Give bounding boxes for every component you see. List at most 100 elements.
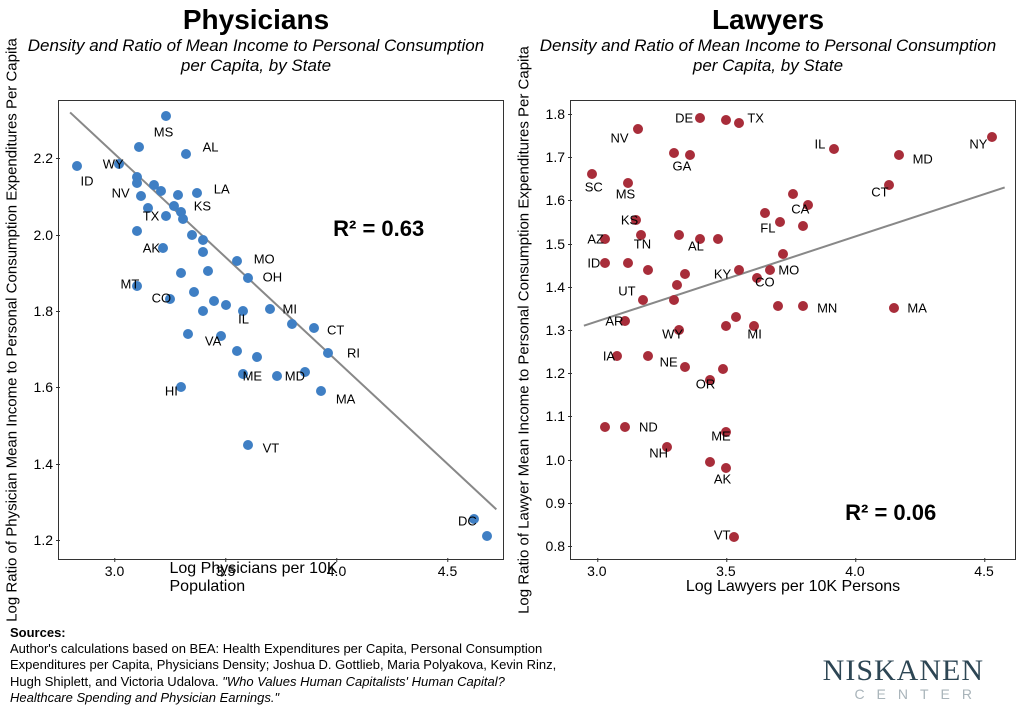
left-subtitle: Density and Ratio of Mean Income to Pers… bbox=[20, 36, 492, 77]
logo-big: NISKANEN bbox=[823, 654, 984, 688]
scatter-point bbox=[718, 364, 728, 374]
point-label: CT bbox=[327, 323, 344, 338]
x-tick: 3.5 bbox=[716, 559, 735, 579]
point-label: MO bbox=[254, 252, 275, 267]
sources-heading: Sources: bbox=[10, 625, 66, 640]
point-label: RI bbox=[347, 345, 360, 360]
scatter-point bbox=[187, 230, 197, 240]
scatter-point bbox=[287, 319, 297, 329]
point-label: MS bbox=[154, 124, 174, 139]
point-label: MO bbox=[778, 262, 799, 277]
scatter-point bbox=[181, 149, 191, 159]
scatter-point bbox=[243, 273, 253, 283]
scatter-point bbox=[72, 161, 82, 171]
point-label: CT bbox=[871, 184, 888, 199]
y-tick: 2.0 bbox=[34, 227, 59, 243]
scatter-point bbox=[161, 111, 171, 121]
niskanen-logo: NISKANEN CENTER bbox=[823, 654, 1014, 706]
scatter-point bbox=[192, 188, 202, 198]
scatter-point bbox=[987, 132, 997, 142]
x-tick: 4.0 bbox=[845, 559, 864, 579]
right-plot-area: R² = 0.06 0.80.91.01.11.21.31.41.51.61.7… bbox=[570, 100, 1016, 560]
footer: Sources: Author's calculations based on … bbox=[10, 625, 1014, 706]
point-label: CA bbox=[791, 202, 809, 217]
scatter-point bbox=[623, 258, 633, 268]
y-tick: 1.2 bbox=[546, 365, 571, 381]
scatter-point bbox=[643, 351, 653, 361]
point-label: MI bbox=[283, 302, 297, 317]
point-label: AZ bbox=[587, 232, 604, 247]
right-xlabel: Log Lawyers per 10K Persons bbox=[686, 578, 900, 596]
point-label: NE bbox=[660, 355, 678, 370]
point-label: OH bbox=[263, 269, 283, 284]
point-label: WY bbox=[103, 156, 124, 171]
right-title: Lawyers bbox=[512, 4, 1024, 36]
sources-text: Sources: Author's calculations based on … bbox=[10, 625, 570, 706]
point-label: IL bbox=[814, 137, 825, 152]
point-label: OR bbox=[696, 377, 716, 392]
point-label: NH bbox=[649, 446, 668, 461]
left-plot-wrap: Log Ratio of Physician Mean Income to Pe… bbox=[58, 100, 504, 560]
point-label: VT bbox=[714, 528, 731, 543]
x-tick: 3.0 bbox=[587, 559, 606, 579]
point-label: AL bbox=[688, 238, 704, 253]
scatter-point bbox=[721, 321, 731, 331]
scatter-point bbox=[136, 191, 146, 201]
point-label: IA bbox=[603, 348, 615, 363]
y-tick: 1.4 bbox=[34, 456, 59, 472]
point-label: ID bbox=[587, 256, 600, 271]
scatter-point bbox=[176, 268, 186, 278]
scatter-point bbox=[482, 531, 492, 541]
scatter-point bbox=[252, 352, 262, 362]
point-label: KS bbox=[194, 198, 211, 213]
scatter-point bbox=[156, 186, 166, 196]
scatter-point bbox=[638, 295, 648, 305]
y-tick: 1.1 bbox=[546, 408, 571, 424]
scatter-point bbox=[680, 362, 690, 372]
point-label: MN bbox=[817, 301, 837, 316]
right-ylabel: Log Ratio of Lawyer Mean Income to Perso… bbox=[516, 46, 533, 614]
point-label: MT bbox=[121, 277, 140, 292]
y-tick: 1.6 bbox=[546, 192, 571, 208]
point-label: AL bbox=[203, 139, 219, 154]
point-label: ND bbox=[639, 420, 658, 435]
point-label: GA bbox=[673, 158, 692, 173]
scatter-point bbox=[323, 348, 333, 358]
point-label: MA bbox=[336, 391, 356, 406]
scatter-point bbox=[798, 301, 808, 311]
scatter-point bbox=[316, 386, 326, 396]
point-label: MD bbox=[285, 368, 305, 383]
scatter-point bbox=[309, 323, 319, 333]
scatter-point bbox=[600, 258, 610, 268]
scatter-point bbox=[198, 306, 208, 316]
left-plot-area: R² = 0.63 1.21.41.61.82.02.23.03.54.04.5… bbox=[58, 100, 504, 560]
scatter-point bbox=[685, 150, 695, 160]
scatter-point bbox=[232, 256, 242, 266]
scatter-point bbox=[132, 178, 142, 188]
panels-row: Physicians Density and Ratio of Mean Inc… bbox=[0, 0, 1024, 600]
point-label: AK bbox=[714, 472, 731, 487]
scatter-point bbox=[674, 230, 684, 240]
y-tick: 1.7 bbox=[546, 149, 571, 165]
x-tick: 4.5 bbox=[974, 559, 993, 579]
y-tick: 1.8 bbox=[34, 303, 59, 319]
scatter-point bbox=[889, 303, 899, 313]
point-label: MS bbox=[616, 186, 636, 201]
point-label: UT bbox=[618, 284, 635, 299]
scatter-point bbox=[272, 371, 282, 381]
y-tick: 1.0 bbox=[546, 452, 571, 468]
scatter-point bbox=[721, 115, 731, 125]
scatter-point bbox=[178, 214, 188, 224]
y-tick: 2.2 bbox=[34, 150, 59, 166]
scatter-point bbox=[731, 312, 741, 322]
point-label: LA bbox=[214, 181, 230, 196]
y-tick: 0.9 bbox=[546, 495, 571, 511]
point-label: NV bbox=[611, 130, 629, 145]
point-label: ID bbox=[81, 174, 94, 189]
scatter-point bbox=[132, 226, 142, 236]
scatter-point bbox=[643, 265, 653, 275]
y-tick: 1.6 bbox=[34, 379, 59, 395]
point-label: DC bbox=[458, 513, 477, 528]
scatter-point bbox=[894, 150, 904, 160]
scatter-point bbox=[669, 148, 679, 158]
